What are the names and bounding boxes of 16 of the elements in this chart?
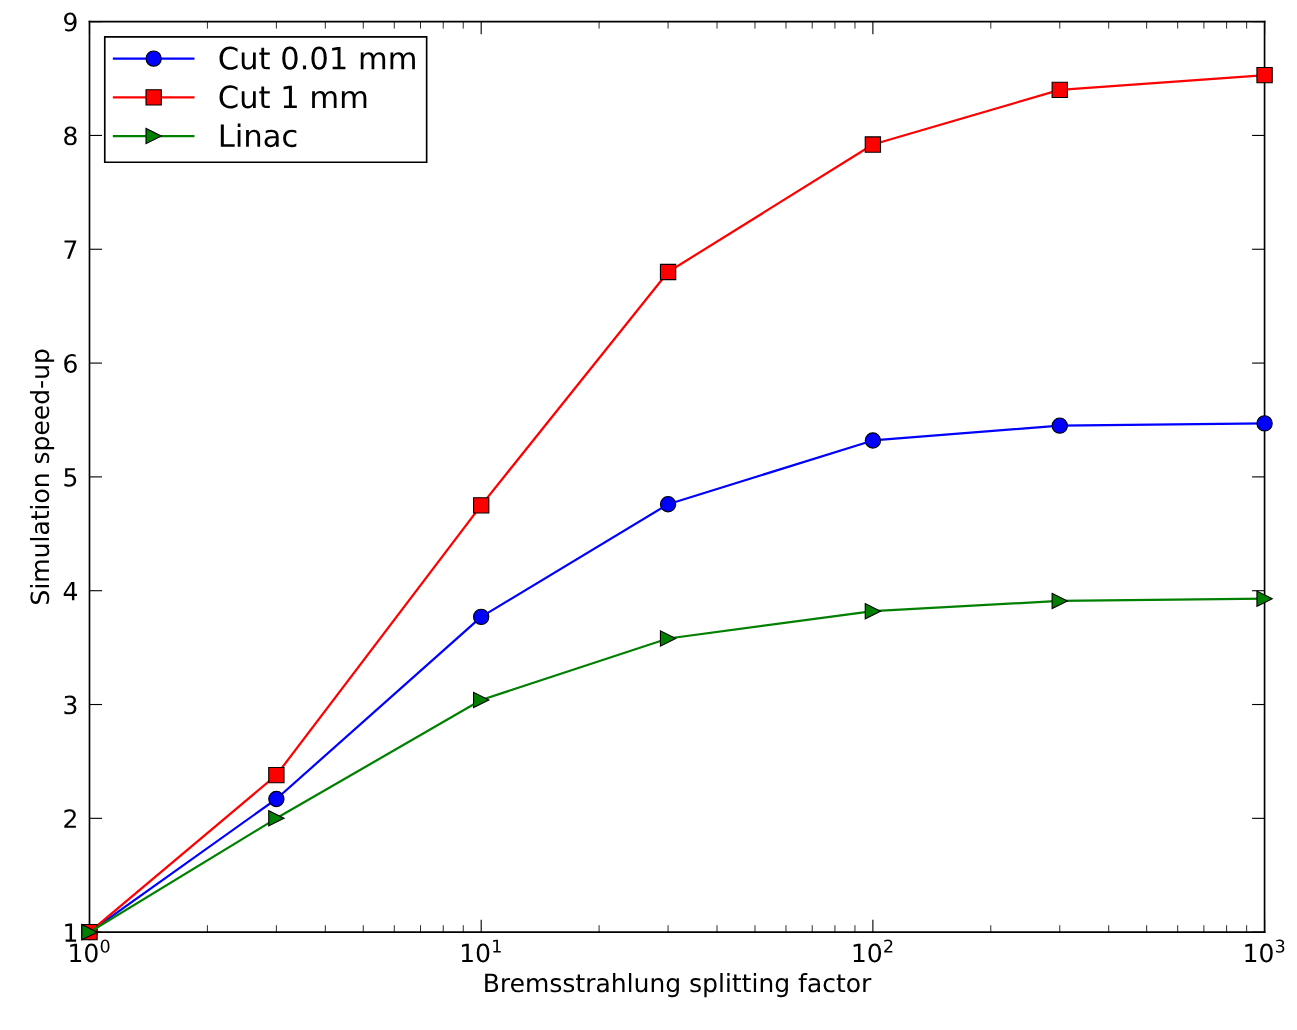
y-tick-label: 4: [63, 581, 77, 601]
x-tick-label: 10$^{1}$: [461, 939, 501, 963]
x-tick-label: 10$^{3}$: [1245, 939, 1285, 963]
y-tick-label: 5: [64, 468, 77, 487]
y-tick-label: 2: [64, 809, 76, 828]
y-tick-label: 7: [64, 240, 77, 259]
y-tick-label: 6: [64, 354, 77, 373]
legend-label: Cut 1 mm: [219, 85, 367, 109]
x-tick-label: 10$^{2}$: [853, 939, 893, 963]
y-tick-label: 8: [64, 126, 77, 146]
legend-label: Cut 0.01 mm: [219, 46, 415, 70]
x-axis-title: Bremsstrahlung splitting factor: [485, 973, 872, 998]
y-tick-label: 9: [64, 12, 77, 32]
y-axis-title: Simulation speed-up: [29, 349, 55, 604]
y-tick-label: 3: [64, 695, 77, 715]
legend-label: Linac: [220, 123, 297, 148]
